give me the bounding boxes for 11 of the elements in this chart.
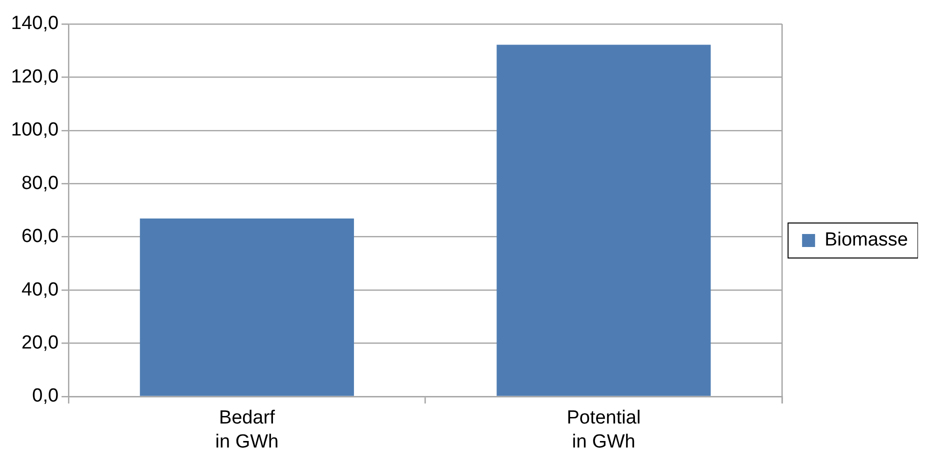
y-tick-label: 20,0 bbox=[22, 332, 59, 354]
x-tick-label: Potential in GWh bbox=[566, 408, 641, 452]
y-tick-label: 40,0 bbox=[22, 279, 59, 300]
y-tick-label: 100,0 bbox=[11, 120, 59, 141]
y-tick-label: 0,0 bbox=[32, 386, 59, 407]
y-tick-label: 80,0 bbox=[22, 172, 59, 194]
x-tick-label: Bedarf in GWh bbox=[215, 408, 279, 452]
y-tick-label: 120,0 bbox=[11, 66, 59, 88]
y-tick-label: 140,0 bbox=[11, 13, 59, 34]
y-tick-label: 60,0 bbox=[22, 226, 59, 248]
legend-label: Biomasse bbox=[824, 230, 908, 251]
